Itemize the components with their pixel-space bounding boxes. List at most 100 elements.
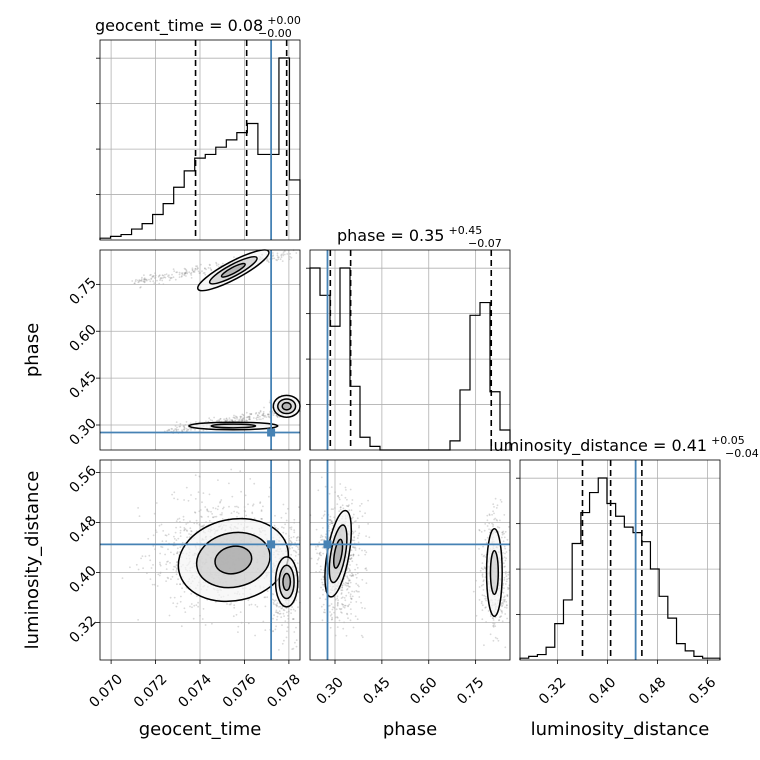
sample-point bbox=[295, 599, 297, 602]
sample-point bbox=[222, 506, 225, 509]
sample-point bbox=[203, 272, 206, 274]
sample-point bbox=[367, 523, 369, 525]
sample-point bbox=[352, 553, 355, 556]
sample-point bbox=[350, 557, 353, 559]
sample-point bbox=[172, 568, 175, 571]
sample-point bbox=[350, 554, 352, 557]
sample-point bbox=[351, 522, 354, 525]
sample-point bbox=[322, 552, 325, 555]
sample-point bbox=[210, 269, 213, 272]
sample-point bbox=[344, 496, 347, 499]
sample-point bbox=[290, 256, 293, 259]
x-tick-label-phase-0: 0.30 bbox=[313, 674, 346, 707]
sample-point bbox=[502, 603, 504, 605]
sample-point bbox=[287, 614, 289, 617]
sample-point bbox=[211, 622, 213, 625]
sample-point bbox=[351, 572, 353, 575]
sample-point bbox=[272, 414, 275, 416]
sample-point bbox=[330, 486, 333, 488]
sample-point bbox=[258, 418, 261, 421]
sample-point bbox=[275, 414, 278, 417]
sample-point bbox=[259, 502, 261, 504]
sample-point bbox=[355, 520, 357, 522]
sample-point bbox=[346, 613, 349, 616]
sample-point bbox=[141, 555, 144, 557]
sample-point bbox=[202, 608, 205, 610]
sample-point bbox=[481, 553, 483, 556]
sample-point bbox=[179, 425, 182, 428]
sample-point bbox=[503, 532, 505, 535]
sample-point bbox=[231, 419, 234, 422]
sample-point bbox=[222, 507, 224, 510]
sample-point bbox=[185, 275, 187, 277]
sample-point bbox=[160, 545, 163, 548]
x-tick-label-phase-1: 0.45 bbox=[360, 674, 393, 707]
sample-point bbox=[346, 505, 349, 507]
sample-point bbox=[282, 254, 285, 257]
sample-point bbox=[505, 551, 508, 553]
sample-point bbox=[181, 429, 183, 431]
sample-point bbox=[342, 627, 345, 630]
sample-point bbox=[209, 267, 212, 270]
sample-point bbox=[320, 578, 323, 581]
sample-point bbox=[168, 428, 171, 431]
sample-point bbox=[239, 416, 242, 418]
sample-point bbox=[472, 590, 475, 593]
title-luminosity-distance: luminosity_distance = 0.41 +0.05 bbox=[489, 434, 745, 456]
sample-point bbox=[328, 519, 331, 521]
sample-point bbox=[344, 584, 346, 586]
sample-point bbox=[185, 271, 188, 274]
sample-point bbox=[271, 257, 274, 260]
sample-point bbox=[353, 539, 356, 542]
sample-point bbox=[351, 499, 354, 501]
sample-point bbox=[505, 580, 508, 583]
sample-point bbox=[279, 612, 282, 615]
sample-point bbox=[175, 605, 178, 608]
sample-point bbox=[190, 429, 192, 431]
sample-point bbox=[352, 513, 355, 516]
sample-point bbox=[173, 553, 175, 556]
sample-point bbox=[320, 476, 323, 479]
sample-point bbox=[293, 531, 296, 534]
sample-point bbox=[204, 267, 206, 270]
sample-point bbox=[238, 418, 241, 421]
sample-point bbox=[478, 529, 481, 531]
sample-point bbox=[489, 633, 492, 636]
sample-point bbox=[185, 529, 188, 532]
sample-point bbox=[267, 414, 269, 416]
sample-point bbox=[320, 534, 323, 537]
sample-point bbox=[349, 593, 352, 596]
sample-point bbox=[181, 275, 183, 277]
sample-point bbox=[340, 611, 342, 613]
sample-point bbox=[324, 598, 327, 601]
x-tick-label-geocent_time-3: 0.076 bbox=[220, 671, 260, 711]
sample-point bbox=[201, 525, 204, 528]
sample-point bbox=[290, 608, 292, 611]
sample-point bbox=[500, 536, 503, 539]
sample-point bbox=[482, 589, 485, 591]
sample-point bbox=[294, 555, 297, 557]
sample-point bbox=[480, 531, 483, 533]
sample-point bbox=[492, 619, 495, 621]
sample-point bbox=[202, 525, 205, 528]
sample-point bbox=[201, 516, 203, 518]
sample-point bbox=[184, 611, 187, 613]
sample-point bbox=[228, 417, 231, 419]
sample-point bbox=[348, 603, 351, 606]
sample-point bbox=[187, 499, 190, 502]
sample-point bbox=[220, 513, 223, 516]
sample-point bbox=[161, 546, 164, 549]
sample-point bbox=[268, 495, 270, 498]
sample-point bbox=[216, 508, 219, 511]
sample-point bbox=[260, 509, 263, 511]
sample-point bbox=[478, 586, 481, 588]
sample-point bbox=[485, 599, 487, 602]
sample-point bbox=[144, 555, 147, 558]
sample-point bbox=[165, 273, 168, 275]
y-tick-label-phase-1: 0.45 bbox=[66, 369, 99, 402]
sample-point bbox=[292, 618, 295, 620]
sample-point bbox=[273, 257, 276, 260]
sample-point bbox=[289, 526, 291, 529]
sample-point bbox=[161, 279, 164, 282]
sample-point bbox=[158, 574, 161, 577]
